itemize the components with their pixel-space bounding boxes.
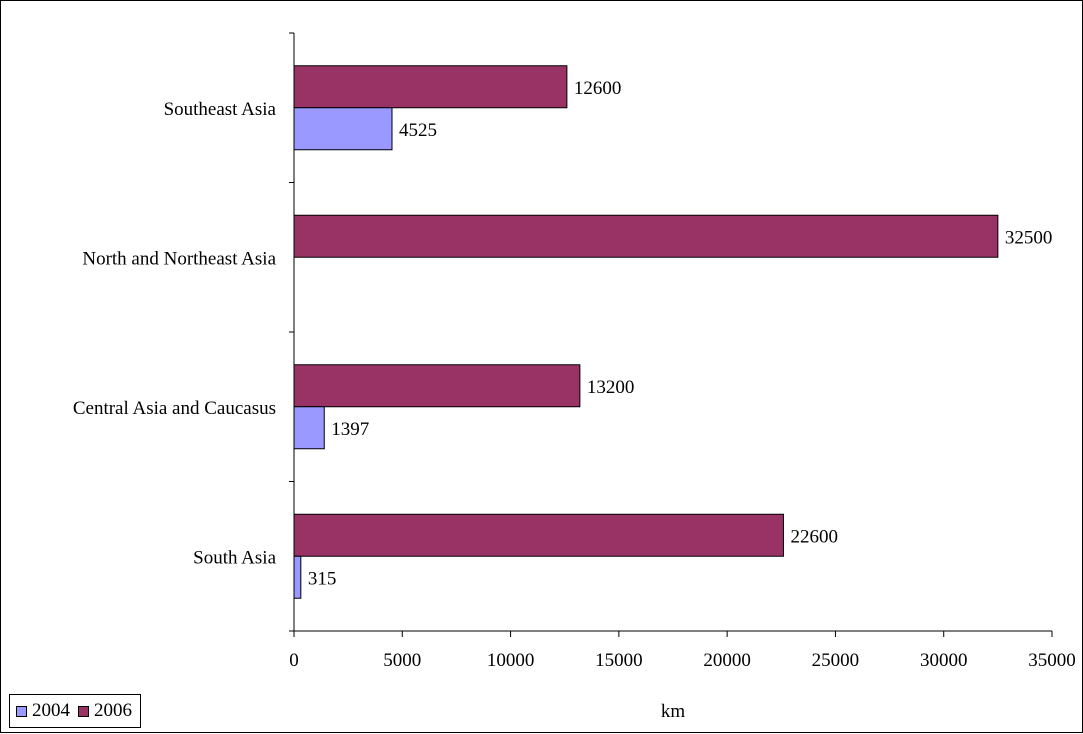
data-label-2006-north-and-northeast-asia: 32500 [1005, 227, 1053, 248]
bar-2006-southeast-asia [293, 65, 568, 109]
category-label-north-and-northeast-asia: North and Northeast Asia [82, 248, 276, 269]
x-tick-label-20000: 20000 [703, 650, 751, 671]
data-label-2006-central-asia-and-caucasus: 13200 [587, 377, 635, 398]
x-tick-label-10000: 10000 [487, 650, 535, 671]
bar-2006-north-and-northeast-asia [293, 214, 999, 258]
data-label-2004-south-asia: 315 [308, 568, 337, 589]
x-tick-label-30000: 30000 [920, 650, 968, 671]
category-label-central-asia-and-caucasus: Central Asia and Caucasus [73, 398, 276, 419]
legend-item-2006: 2006 [78, 700, 132, 722]
bar-2004-central-asia-and-caucasus [293, 406, 325, 450]
legend-label-2004: 2004 [32, 700, 70, 721]
data-label-2006-southeast-asia: 12600 [574, 78, 622, 99]
bar-2006-south-asia [293, 513, 784, 557]
bar-2006-central-asia-and-caucasus [293, 364, 581, 408]
data-label-2004-southeast-asia: 4525 [399, 120, 437, 141]
category-label-south-asia: South Asia [193, 547, 276, 568]
category-label-southeast-asia: Southeast Asia [164, 99, 277, 120]
x-tick-label-25000: 25000 [812, 650, 860, 671]
x-tick-label-5000: 5000 [383, 650, 421, 671]
data-label-2004-central-asia-and-caucasus: 1397 [331, 419, 369, 440]
legend-label-2006: 2006 [94, 700, 132, 721]
x-tick-label-15000: 15000 [595, 650, 643, 671]
legend-item-2004: 2004 [16, 700, 70, 722]
legend-swatch-2006 [78, 705, 89, 717]
x-tick-label-35000: 35000 [1028, 650, 1076, 671]
x-tick-label-0: 0 [289, 650, 299, 671]
bar-2004-southeast-asia [293, 107, 393, 151]
bar-2004-south-asia [293, 555, 302, 599]
x-axis-title: km [661, 701, 686, 722]
legend-swatch-2004 [16, 705, 27, 717]
legend: 2004 2006 [9, 694, 141, 728]
data-label-2006-south-asia: 22600 [790, 526, 838, 547]
